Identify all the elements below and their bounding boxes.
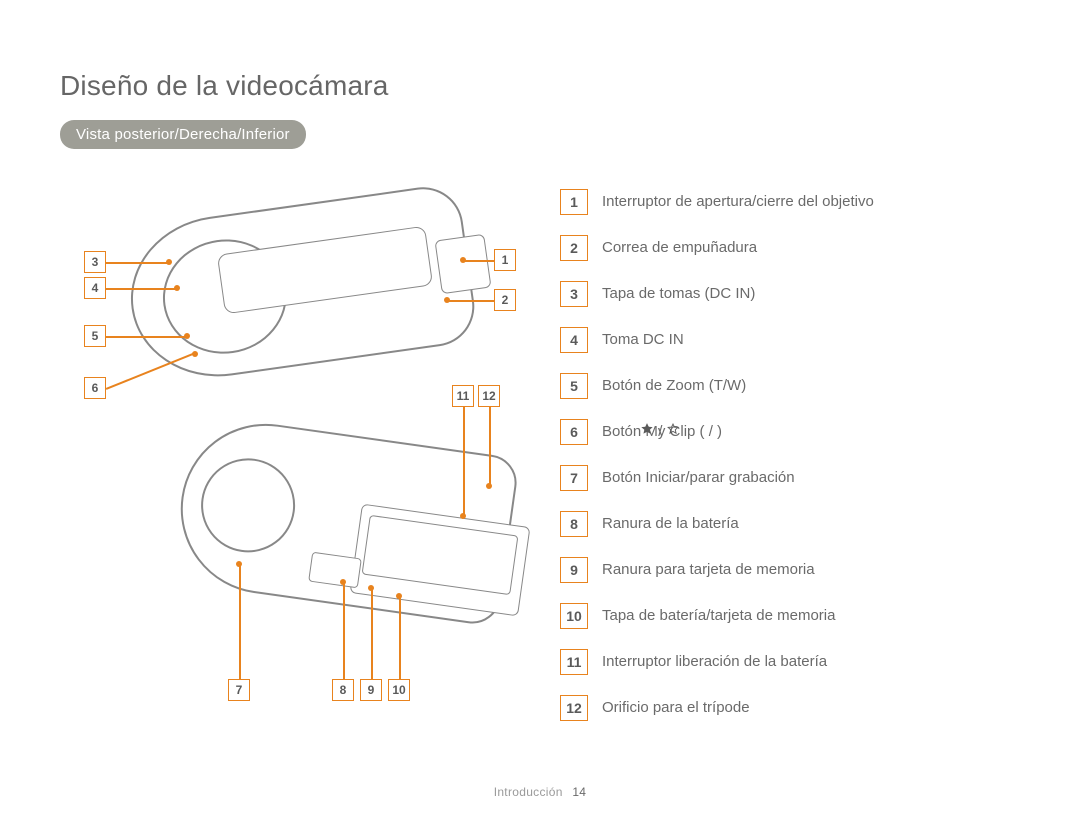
subheading-pill: Vista posterior/Derecha/Inferior — [60, 120, 306, 149]
legend-text-3: Tapa de tomas (DC IN) — [602, 281, 755, 307]
legend-row-2: 2 Correa de empuñadura — [560, 235, 1020, 261]
leader-7 — [239, 565, 241, 679]
legend-text-4: Toma DC IN — [602, 327, 684, 353]
leader-5-dot — [184, 333, 190, 339]
legend-text-2: Correa de empuñadura — [602, 235, 757, 261]
star-filled-icon — [640, 419, 654, 445]
callout-1: 1 — [494, 249, 516, 271]
legend-num-9: 9 — [560, 557, 588, 583]
callout-2: 2 — [494, 289, 516, 311]
leader-11 — [463, 407, 465, 515]
callout-4: 4 — [84, 277, 106, 299]
legend-text-9: Ranura para tarjeta de memoria — [602, 557, 815, 583]
callout-8: 8 — [332, 679, 354, 701]
callout-12-num: 12 — [482, 389, 495, 403]
callout-10: 10 — [388, 679, 410, 701]
leader-8 — [343, 583, 345, 679]
callout-12: 12 — [478, 385, 500, 407]
legend-row-7: 7 Botón Iniciar/parar grabación — [560, 465, 1020, 491]
callout-7-num: 7 — [236, 683, 243, 697]
callout-3-num: 3 — [92, 255, 99, 269]
legend-row-11: 11 Interruptor liberación de la batería — [560, 649, 1020, 675]
slash: / — [658, 419, 662, 445]
leader-3 — [106, 262, 168, 264]
legend-num-7: 7 — [560, 465, 588, 491]
legend-num-10: 10 — [560, 603, 588, 629]
legend-row-8: 8 Ranura de la batería — [560, 511, 1020, 537]
leader-10 — [399, 597, 401, 679]
legend-text-10: Tapa de batería/tarjeta de memoria — [602, 603, 835, 629]
leader-5 — [106, 336, 186, 338]
leader-7-dot — [236, 561, 242, 567]
leader-2-dot — [444, 297, 450, 303]
callout-8-num: 8 — [340, 683, 347, 697]
legend-row-1: 1 Interruptor de apertura/cierre del obj… — [560, 189, 1020, 215]
leader-1 — [464, 260, 494, 262]
legend-num-2: 2 — [560, 235, 588, 261]
legend-text-12: Orificio para el trípode — [602, 695, 750, 721]
legend-column: 1 Interruptor de apertura/cierre del obj… — [560, 185, 1020, 741]
callout-10-num: 10 — [392, 683, 405, 697]
callout-5-num: 5 — [92, 329, 99, 343]
leader-12-dot — [486, 483, 492, 489]
legend-row-3: 3 Tapa de tomas (DC IN) — [560, 281, 1020, 307]
legend-row-4: 4 Toma DC IN — [560, 327, 1020, 353]
legend-text-5: Botón de Zoom (T/W) — [602, 373, 746, 399]
legend-row-6: 6 Botón My Clip ( / ) / — [560, 419, 1020, 445]
legend-num-11: 11 — [560, 649, 588, 675]
footer-page-number: 14 — [572, 785, 586, 799]
legend-num-4: 4 — [560, 327, 588, 353]
diagram-column: 3 4 5 6 1 2 11 — [60, 185, 520, 741]
leader-6-dot — [192, 351, 198, 357]
callout-6-num: 6 — [92, 381, 99, 395]
leader-9 — [371, 589, 373, 679]
camcorder-top-jackcover — [434, 234, 491, 294]
callout-7: 7 — [228, 679, 250, 701]
callout-4-num: 4 — [92, 281, 99, 295]
leader-4-dot — [174, 285, 180, 291]
page: Diseño de la videocámara Vista posterior… — [0, 0, 1080, 825]
callout-5: 5 — [84, 325, 106, 347]
footer-section: Introducción — [494, 785, 563, 799]
legend-text-7: Botón Iniciar/parar grabación — [602, 465, 795, 491]
legend-row-9: 9 Ranura para tarjeta de memoria — [560, 557, 1020, 583]
legend-num-12: 12 — [560, 695, 588, 721]
callout-6: 6 — [84, 377, 106, 399]
legend-row-12: 12 Orificio para el trípode — [560, 695, 1020, 721]
callout-9-num: 9 — [368, 683, 375, 697]
legend-num-6: 6 — [560, 419, 588, 445]
legend-num-3: 3 — [560, 281, 588, 307]
diagram-area: 3 4 5 6 1 2 11 — [60, 185, 520, 705]
callout-1-num: 1 — [502, 253, 509, 267]
content-row: 3 4 5 6 1 2 11 — [60, 185, 1020, 741]
callout-9: 9 — [360, 679, 382, 701]
page-title: Diseño de la videocámara — [60, 70, 1020, 102]
leader-3-dot — [166, 259, 172, 265]
legend-row-10: 10 Tapa de batería/tarjeta de memoria — [560, 603, 1020, 629]
legend-text-6: Botón My Clip ( / ) / — [602, 419, 768, 445]
leader-8-dot — [340, 579, 346, 585]
leader-9-dot — [368, 585, 374, 591]
star-outline-icon — [666, 419, 680, 445]
legend-num-5: 5 — [560, 373, 588, 399]
legend-text-8: Ranura de la batería — [602, 511, 739, 537]
callout-2-num: 2 — [502, 293, 509, 307]
callout-11: 11 — [452, 385, 474, 407]
myclip-icons: / — [640, 419, 680, 445]
legend-text-11: Interruptor liberación de la batería — [602, 649, 827, 675]
leader-2 — [448, 300, 494, 302]
page-footer: Introducción 14 — [0, 785, 1080, 799]
leader-6 — [106, 353, 194, 390]
legend-num-1: 1 — [560, 189, 588, 215]
leader-4 — [106, 288, 176, 290]
legend-row-5: 5 Botón de Zoom (T/W) — [560, 373, 1020, 399]
legend-num-8: 8 — [560, 511, 588, 537]
leader-11-dot — [460, 513, 466, 519]
callout-11-num: 11 — [457, 389, 470, 403]
leader-1-dot — [460, 257, 466, 263]
leader-10-dot — [396, 593, 402, 599]
leader-12 — [489, 407, 491, 485]
callout-3: 3 — [84, 251, 106, 273]
legend-text-1: Interruptor de apertura/cierre del objet… — [602, 189, 874, 215]
